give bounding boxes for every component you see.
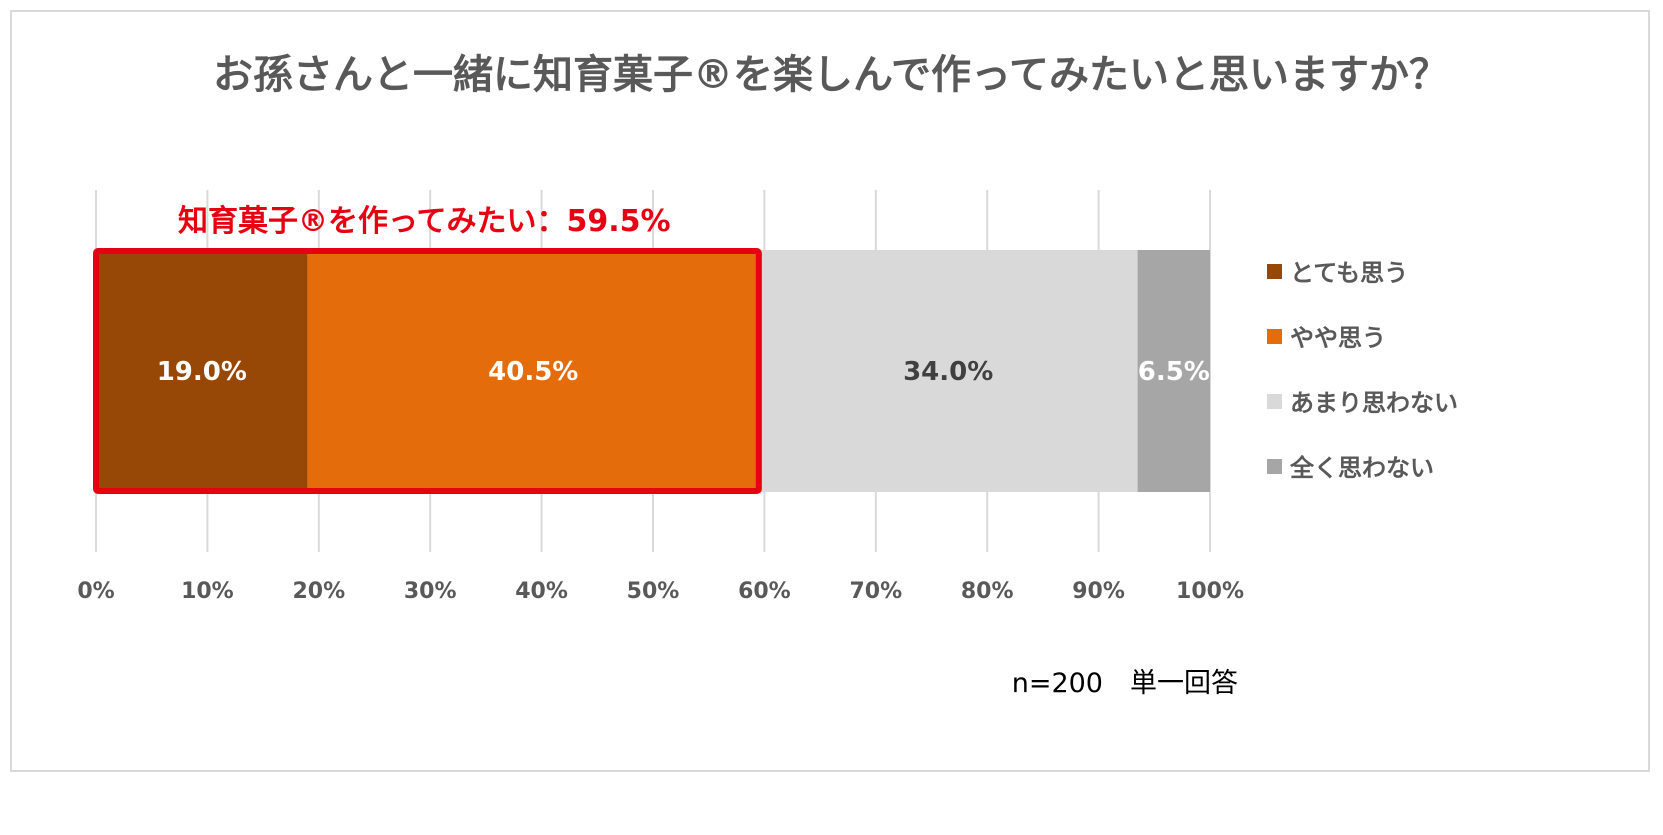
- chart-title: お孫さんと一緒に知育菓子®を楽しんで作ってみたいと思いますか？: [213, 52, 1449, 98]
- legend-label: あまり思わない: [1290, 389, 1458, 417]
- highlight-annotation: 知育菓子®を作ってみたい：59.5%: [178, 204, 671, 239]
- x-tick-label: 50%: [627, 579, 680, 604]
- bar-segment: [1137, 250, 1210, 492]
- bar-data-label: 34.0%: [903, 357, 993, 387]
- legend-swatch: [1267, 264, 1282, 279]
- legend-swatch: [1267, 459, 1282, 474]
- legend-label: やや思う: [1290, 324, 1386, 352]
- bar-data-label: 6.5%: [1138, 357, 1210, 387]
- bar-data-label: 19.0%: [157, 357, 247, 387]
- x-tick-label: 60%: [738, 579, 791, 604]
- legend-label: とても思う: [1290, 259, 1408, 287]
- x-tick-label: 70%: [849, 579, 902, 604]
- bar-data-label: 40.5%: [488, 357, 578, 387]
- x-tick-label: 0%: [77, 579, 114, 604]
- legend-swatch: [1267, 329, 1282, 344]
- x-tick-label: 80%: [961, 579, 1014, 604]
- legend-label: 全く思わない: [1289, 454, 1434, 482]
- highlight-box: [93, 248, 762, 494]
- bar-segment: [758, 250, 1138, 492]
- bar-segment: [96, 250, 308, 492]
- x-tick-label: 10%: [181, 579, 234, 604]
- x-tick-label: 20%: [292, 579, 345, 604]
- legend-swatch: [1267, 394, 1282, 409]
- sample-note: n=200 単一回答: [1012, 668, 1238, 699]
- x-tick-label: 100%: [1176, 579, 1244, 604]
- x-tick-label: 40%: [515, 579, 568, 604]
- x-tick-label: 90%: [1072, 579, 1125, 604]
- bar-segment: [307, 250, 759, 492]
- x-tick-label: 30%: [404, 579, 457, 604]
